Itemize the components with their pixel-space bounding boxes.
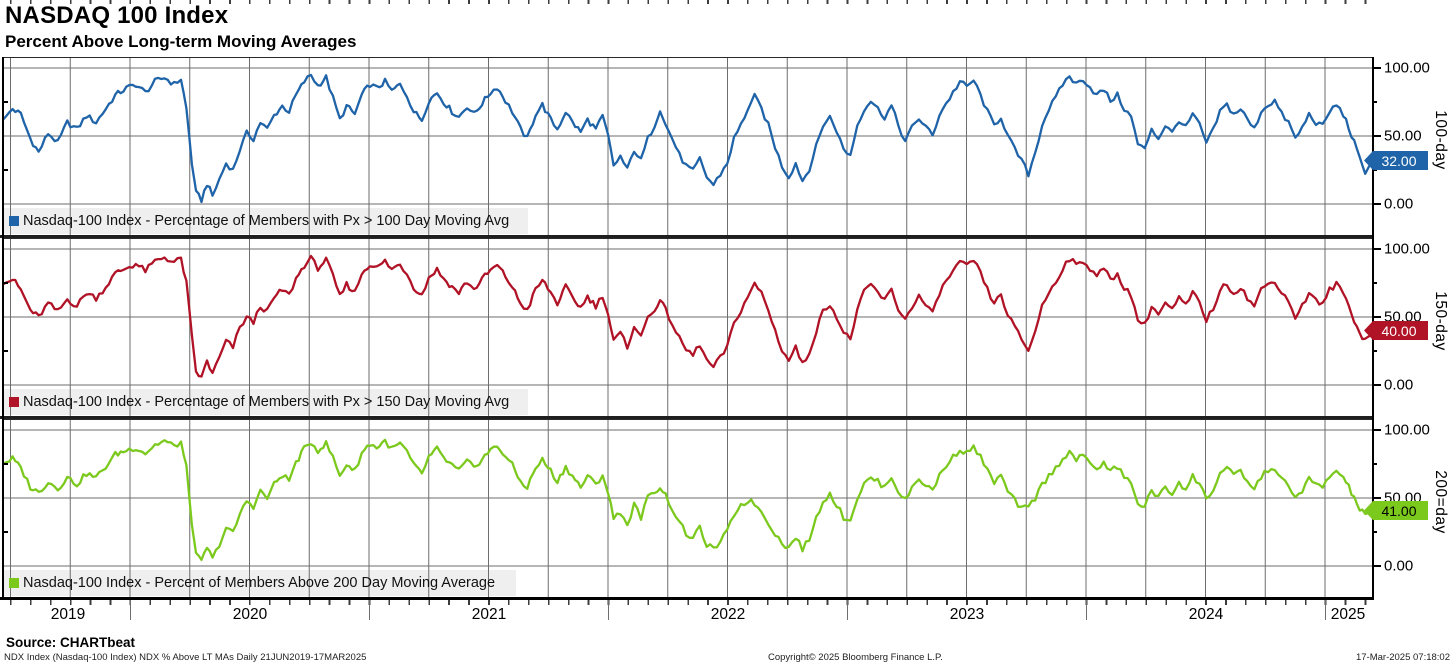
y-major-tick bbox=[1372, 384, 1381, 386]
legend-swatch-green-icon bbox=[9, 578, 19, 588]
page-subtitle: Percent Above Long-term Moving Averages bbox=[5, 32, 357, 51]
legend-150-day: Nasdaq-100 Index - Percentage of Members… bbox=[6, 389, 509, 415]
ytick-label: 100.00 bbox=[1384, 59, 1430, 77]
last-value-tag-200-day: 41.00 bbox=[1364, 501, 1428, 520]
y-major-tick bbox=[1372, 316, 1381, 318]
y-minor-tick-left bbox=[3, 282, 8, 284]
bottom-minor-ticks bbox=[3, 600, 1372, 605]
y-minor-tick bbox=[1372, 101, 1377, 103]
xtick-year: 2025 bbox=[1330, 606, 1366, 623]
legend-background bbox=[4, 208, 528, 234]
legend-background bbox=[4, 389, 528, 415]
panel-100-day: Nasdaq-100 Index - Percentage of Members… bbox=[3, 57, 1372, 235]
ytick-label: 0.00 bbox=[1384, 376, 1414, 394]
side-label-100-day: 100-day bbox=[1432, 110, 1449, 170]
year-boundary-tick bbox=[369, 600, 370, 620]
xtick-year: 2023 bbox=[949, 606, 985, 623]
y-major-tick bbox=[1372, 497, 1381, 499]
y-major-tick bbox=[1372, 135, 1381, 137]
last-value-tag-150-day: 40.00 bbox=[1364, 321, 1428, 340]
y-minor-tick-left bbox=[3, 531, 8, 533]
panel-separator bbox=[0, 235, 1374, 238]
legend-label: Nasdaq-100 Index - Percent of Members Ab… bbox=[23, 575, 496, 591]
legend-100-day: Nasdaq-100 Index - Percentage of Members… bbox=[6, 208, 509, 234]
ytick-label: 100.00 bbox=[1384, 421, 1430, 439]
year-boundary-tick bbox=[608, 600, 609, 620]
ytick-label: 100.00 bbox=[1384, 240, 1430, 258]
side-label-150-day: 150-day bbox=[1432, 291, 1449, 351]
panel-200-day: Nasdaq-100 Index - Percent of Members Ab… bbox=[3, 419, 1372, 597]
ytick-label: 0.00 bbox=[1384, 557, 1414, 575]
y-major-tick bbox=[1372, 248, 1381, 250]
y-major-tick bbox=[1372, 429, 1381, 431]
y-minor-tick bbox=[1372, 350, 1377, 352]
xtick-year: 2019 bbox=[50, 606, 86, 623]
y-major-tick bbox=[1372, 565, 1381, 567]
plot-200-day bbox=[3, 419, 1372, 597]
y-minor-tick-left bbox=[3, 463, 8, 465]
legend-200-day: Nasdaq-100 Index - Percent of Members Ab… bbox=[6, 570, 495, 596]
y-minor-tick bbox=[1372, 282, 1377, 284]
y-major-tick bbox=[1372, 67, 1381, 69]
y-minor-tick-left bbox=[3, 101, 8, 103]
page-title: NASDAQ 100 Index bbox=[5, 2, 229, 29]
year-boundary-tick bbox=[130, 600, 131, 620]
left-axis-line bbox=[2, 57, 4, 600]
y-minor-tick-left bbox=[3, 169, 8, 171]
year-boundary-tick bbox=[847, 600, 848, 620]
top-minor-ticks bbox=[3, 0, 1372, 4]
y-minor-tick bbox=[1372, 531, 1377, 533]
legend-swatch-red-icon bbox=[9, 397, 19, 407]
last-value-tag-100-day: 32.00 bbox=[1364, 151, 1428, 170]
y-minor-tick bbox=[1372, 169, 1377, 171]
y-minor-tick bbox=[1372, 463, 1377, 465]
panel-150-day: Nasdaq-100 Index - Percentage of Members… bbox=[3, 238, 1372, 416]
year-boundary-tick bbox=[1086, 600, 1087, 620]
xtick-year: 2024 bbox=[1188, 606, 1224, 623]
footer-timestamp: 17-Mar-2025 07:18:02 bbox=[1355, 652, 1450, 663]
footer-meta: NDX Index (Nasdaq-100 Index) NDX % Above… bbox=[4, 652, 367, 663]
side-label-200-day: 200=day bbox=[1432, 470, 1449, 534]
x-axis-line bbox=[0, 597, 1374, 600]
legend-background bbox=[4, 570, 516, 596]
legend-label: Nasdaq-100 Index - Percentage of Members… bbox=[23, 213, 510, 229]
series-line-150-day bbox=[3, 254, 1372, 378]
legend-label: Nasdaq-100 Index - Percentage of Members… bbox=[23, 394, 510, 410]
source-label: Source: CHARTbeat bbox=[6, 635, 136, 650]
ytick-label: 0.00 bbox=[1384, 195, 1414, 213]
y-major-tick bbox=[1372, 203, 1381, 205]
legend-swatch-blue-icon bbox=[9, 216, 19, 226]
footer-copyright: Copyright© 2025 Bloomberg Finance L.P. bbox=[768, 652, 943, 663]
series-line-200=day bbox=[3, 438, 1372, 562]
xtick-year: 2022 bbox=[710, 606, 746, 623]
ytick-label: 50.00 bbox=[1384, 127, 1422, 145]
y-minor-tick-left bbox=[3, 350, 8, 352]
plot-150-day bbox=[3, 238, 1372, 416]
plot-100-day bbox=[3, 57, 1372, 235]
panel-separator bbox=[0, 416, 1374, 419]
xtick-year: 2020 bbox=[232, 606, 268, 623]
xtick-year: 2021 bbox=[471, 606, 507, 623]
year-boundary-tick bbox=[1325, 600, 1326, 620]
series-line-100-day bbox=[3, 73, 1372, 204]
